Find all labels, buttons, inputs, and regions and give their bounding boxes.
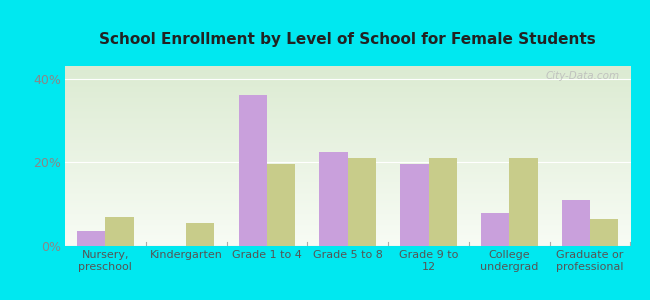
Bar	[510, 158, 538, 246]
Bar	[105, 217, 134, 246]
Bar	[239, 95, 267, 246]
Bar	[590, 219, 618, 246]
Bar	[267, 164, 295, 246]
Bar	[428, 158, 457, 246]
Bar	[186, 223, 214, 246]
Bar	[481, 212, 510, 246]
Bar	[320, 152, 348, 246]
Bar	[562, 200, 590, 246]
Bar	[77, 231, 105, 246]
Text: City-Data.com: City-Data.com	[545, 71, 619, 81]
Bar	[348, 158, 376, 246]
Title: School Enrollment by Level of School for Female Students: School Enrollment by Level of School for…	[99, 32, 596, 47]
Bar	[400, 164, 428, 246]
